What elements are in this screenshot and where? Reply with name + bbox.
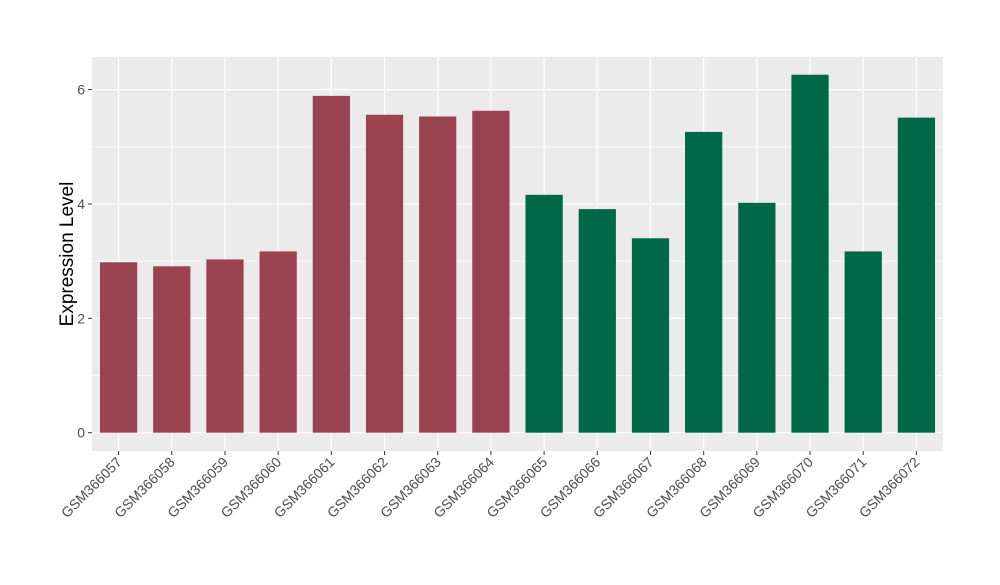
bar-gsm366068 [685,131,723,433]
y-axis: 0 2 4 6 [77,82,92,441]
y-tick-label: 6 [77,82,85,98]
bar-gsm366065 [525,194,563,433]
y-tick-label: 4 [77,196,85,212]
bar-gsm366059 [206,259,244,433]
bar-gsm366066 [578,209,616,433]
bar-gsm366064 [472,110,510,433]
bar-gsm366060 [259,251,297,433]
bar-gsm366058 [153,266,191,433]
bar-gsm366072 [897,117,936,433]
bar-gsm366057 [99,262,138,433]
bars-group [99,74,936,433]
bar-gsm366070 [791,74,829,433]
y-axis-label: Expression Level [57,182,78,327]
bar-gsm366071 [844,251,882,433]
bar-gsm366069 [738,202,776,433]
bar-gsm366061 [312,95,350,433]
bar-gsm366063 [419,116,457,433]
bar-gsm366067 [631,238,670,433]
y-tick-label: 0 [77,425,85,441]
x-axis: GSM366057GSM366058GSM366059GSM366060GSM3… [58,451,923,521]
bar-gsm366062 [365,114,404,433]
y-tick-label: 2 [77,310,85,326]
